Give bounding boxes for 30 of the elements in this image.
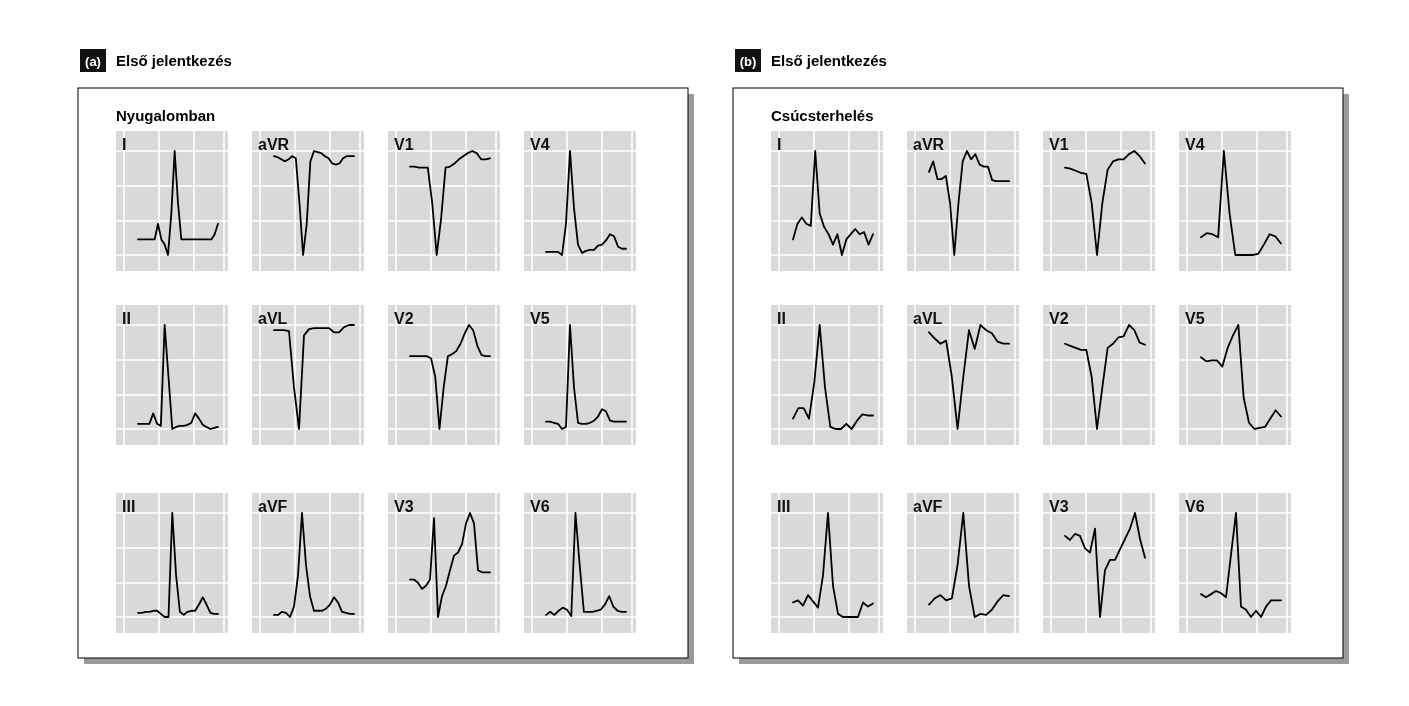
text: (a) [85,54,101,69]
chart-title: V6 [530,498,550,515]
chart-title: I [122,136,127,153]
chart-title: aVR [258,136,290,153]
chart-title: II [122,310,131,327]
chart-title: aVL [258,310,288,327]
chart-title: V6 [1185,498,1205,515]
chart-title: V5 [530,310,550,327]
chart-title: III [122,498,136,515]
chart-title: V4 [530,136,550,153]
chart-title: V4 [1185,136,1205,153]
chart-title: aVL [913,310,943,327]
chart-title: aVR [913,136,945,153]
chart-title: V5 [1185,310,1205,327]
text: Nyugalomban [116,107,216,124]
chart-title: aVF [258,498,288,515]
chart-title: III [777,498,791,515]
chart-title: V3 [394,498,414,515]
text: Első jelentkezés [116,52,232,69]
text: Első jelentkezés [771,52,887,69]
text: Csúcsterhelés [771,107,874,124]
chart-title: V3 [1049,498,1069,515]
text: (b) [739,54,757,69]
chart-title: aVF [913,498,943,515]
chart-title: I [777,136,782,153]
chart-title: V2 [394,310,414,327]
chart-title: V1 [394,136,414,153]
chart-title: V2 [1049,310,1069,327]
chart-title: V1 [1049,136,1069,153]
chart-title: II [777,310,786,327]
